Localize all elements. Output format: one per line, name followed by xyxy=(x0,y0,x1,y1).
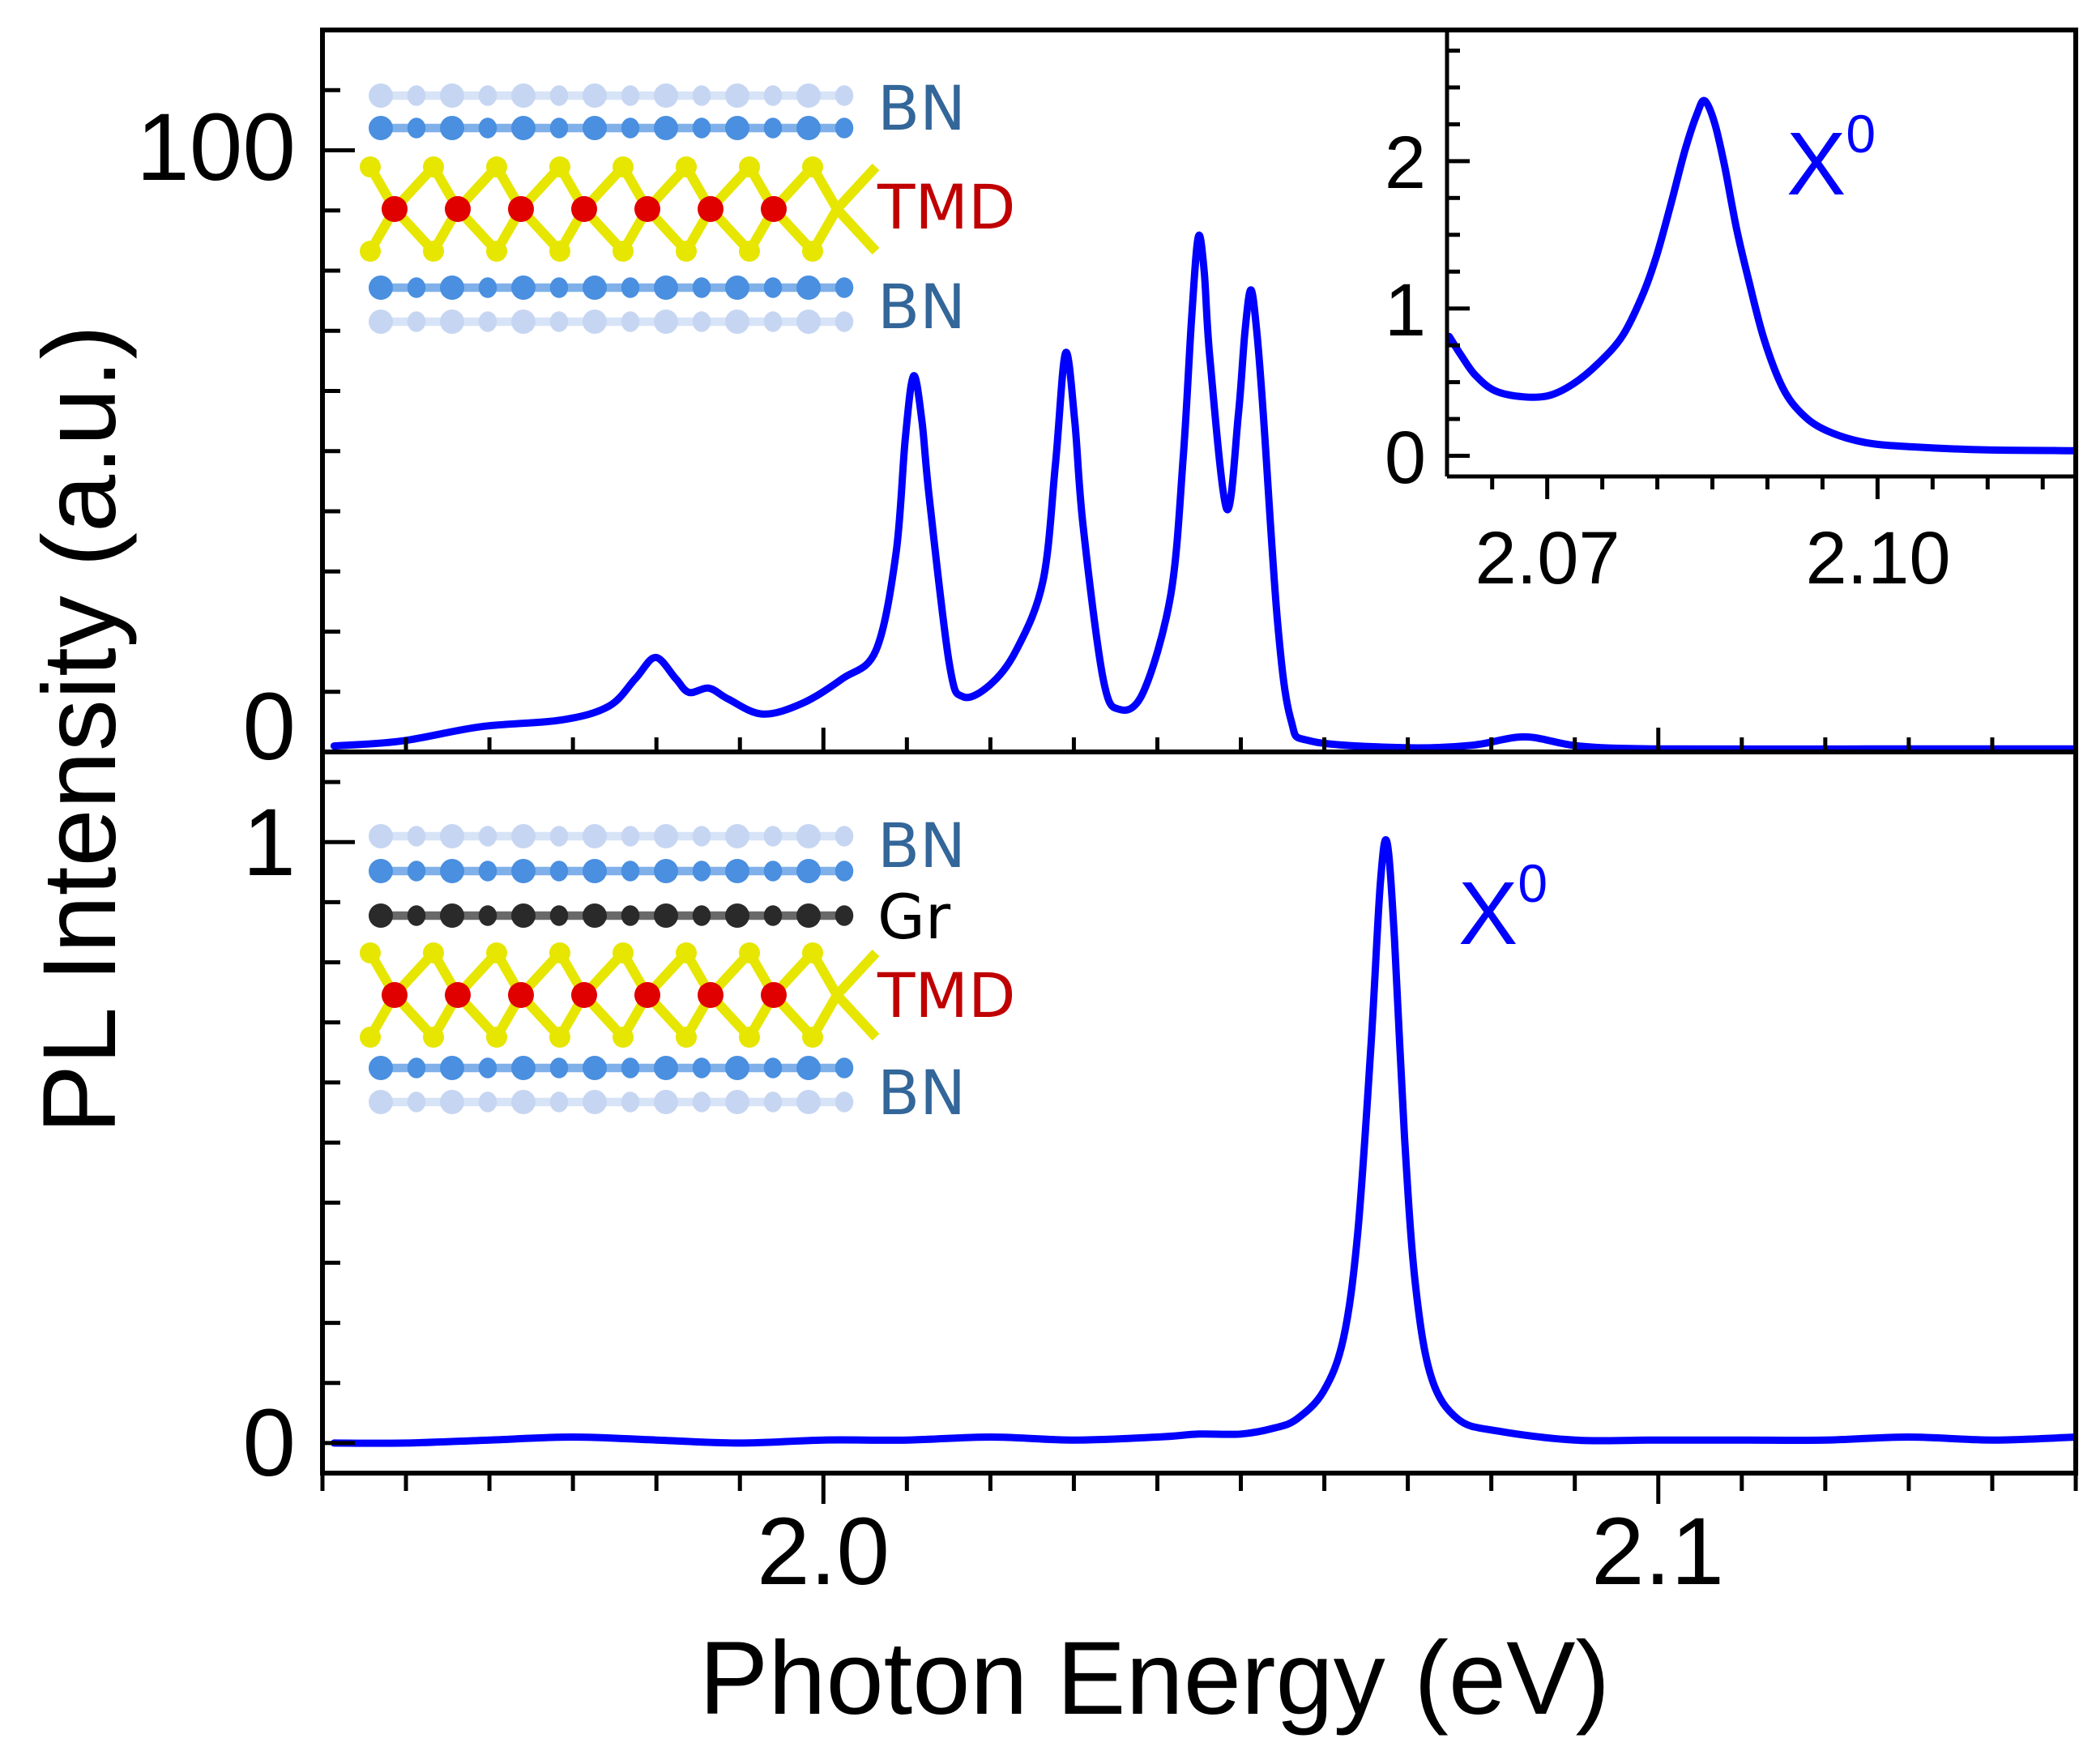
peak-label-superscript: 0 xyxy=(1518,853,1547,913)
y-tick-label-top-0: 0 xyxy=(242,673,296,780)
peak-label-superscript: 0 xyxy=(1846,104,1876,164)
x-tick-label-2.1: 2.1 xyxy=(1591,1498,1724,1605)
bn-layer-outer xyxy=(369,1090,854,1114)
bn-layer-outer xyxy=(369,83,854,108)
bn-layer-outer xyxy=(369,310,854,334)
inset-x-tick-label-2.07: 2.07 xyxy=(1475,517,1620,600)
bn-layer-inner xyxy=(369,859,854,883)
y-tick-label-top-100: 100 xyxy=(136,94,296,201)
tmd-layer xyxy=(360,942,880,1048)
layer-label-tmd-bottom: TMD xyxy=(877,959,1016,1031)
peak-label-base: X xyxy=(1458,864,1518,963)
peak-label-base: X xyxy=(1787,114,1846,214)
x-axis-title: Photon Energy (eV) xyxy=(699,1621,1610,1736)
inset-x-tick-label-2.10: 2.10 xyxy=(1805,517,1950,600)
bn-layer-inner xyxy=(369,275,854,300)
layer-label-bn-top-1: BN xyxy=(877,72,966,144)
bn-layer-outer xyxy=(369,824,854,848)
bottom-peak-label-x0: X0 xyxy=(1458,853,1547,963)
y-axis-title: PL Intensity (a.u.) xyxy=(22,325,138,1134)
layer-label-bn-bottom-1: BN xyxy=(877,809,966,882)
layer-label-bn-bottom-2: BN xyxy=(877,1057,966,1129)
tmd-layer xyxy=(360,156,880,262)
spectrum-line-top xyxy=(330,231,2076,752)
bn-layer-inner xyxy=(369,1056,854,1080)
bn-layer-inner xyxy=(369,116,854,140)
heterostructure-diagram-bottom xyxy=(360,824,880,1114)
y-tick-label-bottom-1: 1 xyxy=(242,789,296,896)
heterostructure-diagram-top xyxy=(360,83,880,334)
layer-label-tmd-top: TMD xyxy=(877,171,1016,243)
inset-y-tick-label-0: 0 xyxy=(1385,416,1426,499)
layer-label-gr-bottom: Gr xyxy=(877,881,951,953)
inset-background xyxy=(1447,30,2076,476)
spectrum-line-bottom xyxy=(330,836,2076,1447)
inset-peak-label-x0: X0 xyxy=(1787,104,1876,214)
inset-y-tick-label-1: 1 xyxy=(1385,269,1426,352)
layer-label-bn-top-2: BN xyxy=(877,271,966,343)
spectrum-line-inset xyxy=(1447,96,2076,455)
inset-y-tick-label-2: 2 xyxy=(1385,122,1426,204)
axis-ticks xyxy=(320,48,2078,1504)
y-tick-label-bottom-0: 0 xyxy=(242,1390,296,1497)
x-tick-label-2.0: 2.0 xyxy=(757,1498,890,1605)
graphene-layer xyxy=(369,903,854,928)
